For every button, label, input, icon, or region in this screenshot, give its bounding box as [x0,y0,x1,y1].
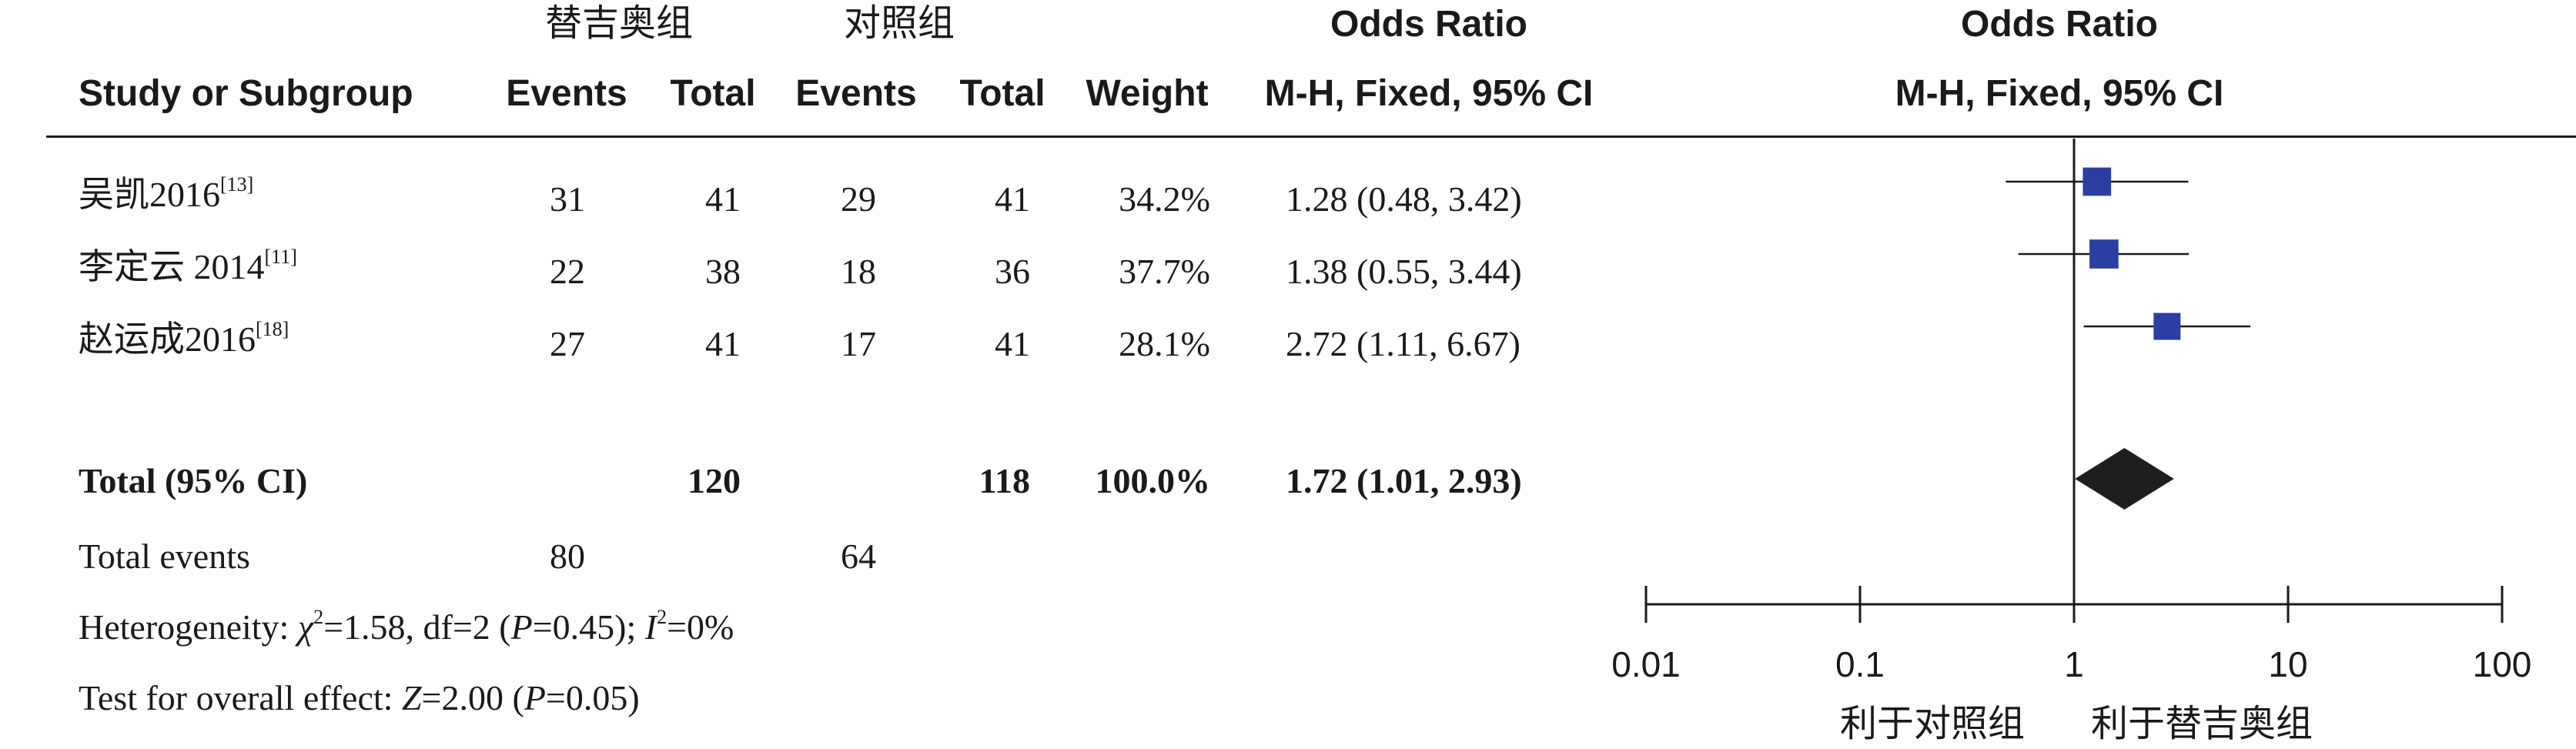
study-total-exp: 41 [705,324,741,363]
favours-right-label: 利于替吉奥组 [2091,702,2313,745]
study-name: 李定云 2014[11] [79,246,297,286]
col-method-header-right: M-H, Fixed, 95% CI [1895,73,2224,114]
study-total-ctl: 36 [995,252,1030,291]
study-events-ctl: 18 [841,252,876,291]
study-or-marker [2153,313,2181,340]
or-header-left: Odds Ratio [1330,4,1528,45]
x-tick-label: 1 [2064,644,2084,684]
pooled-diamond [2075,448,2174,510]
study-total-exp: 38 [705,252,741,291]
study-weight: 28.1% [1119,324,1210,363]
study-events-exp: 31 [550,179,585,219]
study-total-exp: 41 [705,179,741,219]
heterogeneity-text: Heterogeneity: χ2=1.58, df=2 (P=0.45); I… [79,606,734,647]
study-or-marker [2083,167,2112,196]
group-exp-header: 替吉奥组 [544,2,694,45]
study-ci-text: 1.28 (0.48, 3.42) [1286,179,1522,219]
col-total-ctl-header: Total [959,73,1045,114]
total-ctl: 118 [979,461,1030,500]
col-method-header-left: M-H, Fixed, 95% CI [1264,73,1594,114]
overall-effect-text: Test for overall effect: Z=2.00 (P=0.05) [79,678,640,717]
x-tick-label: 10 [2268,644,2307,684]
x-tick-label: 0.1 [1835,644,1885,684]
study-name: 赵运成2016[18] [79,318,289,359]
or-header-right: Odds Ratio [1960,4,2159,45]
study-name: 吴凯2016[13] [79,173,254,214]
study-events-ctl: 17 [841,324,876,363]
study-weight: 37.7% [1119,252,1210,291]
total-ci-text: 1.72 (1.01, 2.93) [1286,461,1522,500]
study-or-marker [2089,239,2119,269]
study-events-exp: 27 [550,324,585,363]
total-exp: 120 [687,461,741,500]
study-total-ctl: 41 [995,179,1030,219]
study-events-exp: 22 [550,252,585,291]
x-tick-label: 0.01 [1611,644,1681,684]
study-ci-text: 1.38 (0.55, 3.44) [1286,252,1522,291]
col-events-ctl-header: Events [795,73,917,114]
study-total-ctl: 41 [995,324,1030,363]
total-weight: 100.0% [1095,461,1211,500]
total-events-ctl: 64 [841,537,876,576]
col-weight-header: Weight [1086,73,1209,114]
study-ci-text: 2.72 (1.11, 6.67) [1286,324,1521,363]
study-weight: 34.2% [1119,179,1210,219]
col-events-exp-header: Events [506,73,627,114]
col-total-exp-header: Total [670,73,756,114]
total-events-label: Total events [79,537,250,576]
total-label: Total (95% CI) [79,461,308,500]
favours-left-label: 利于对照组 [1840,702,2026,745]
group-ctl-header: 对照组 [843,2,955,45]
study-events-ctl: 29 [841,179,876,219]
x-tick-label: 100 [2473,644,2532,684]
col-study-header: Study or Subgroup [79,73,413,114]
total-events-exp: 80 [550,537,585,576]
header-divider [46,135,2576,138]
